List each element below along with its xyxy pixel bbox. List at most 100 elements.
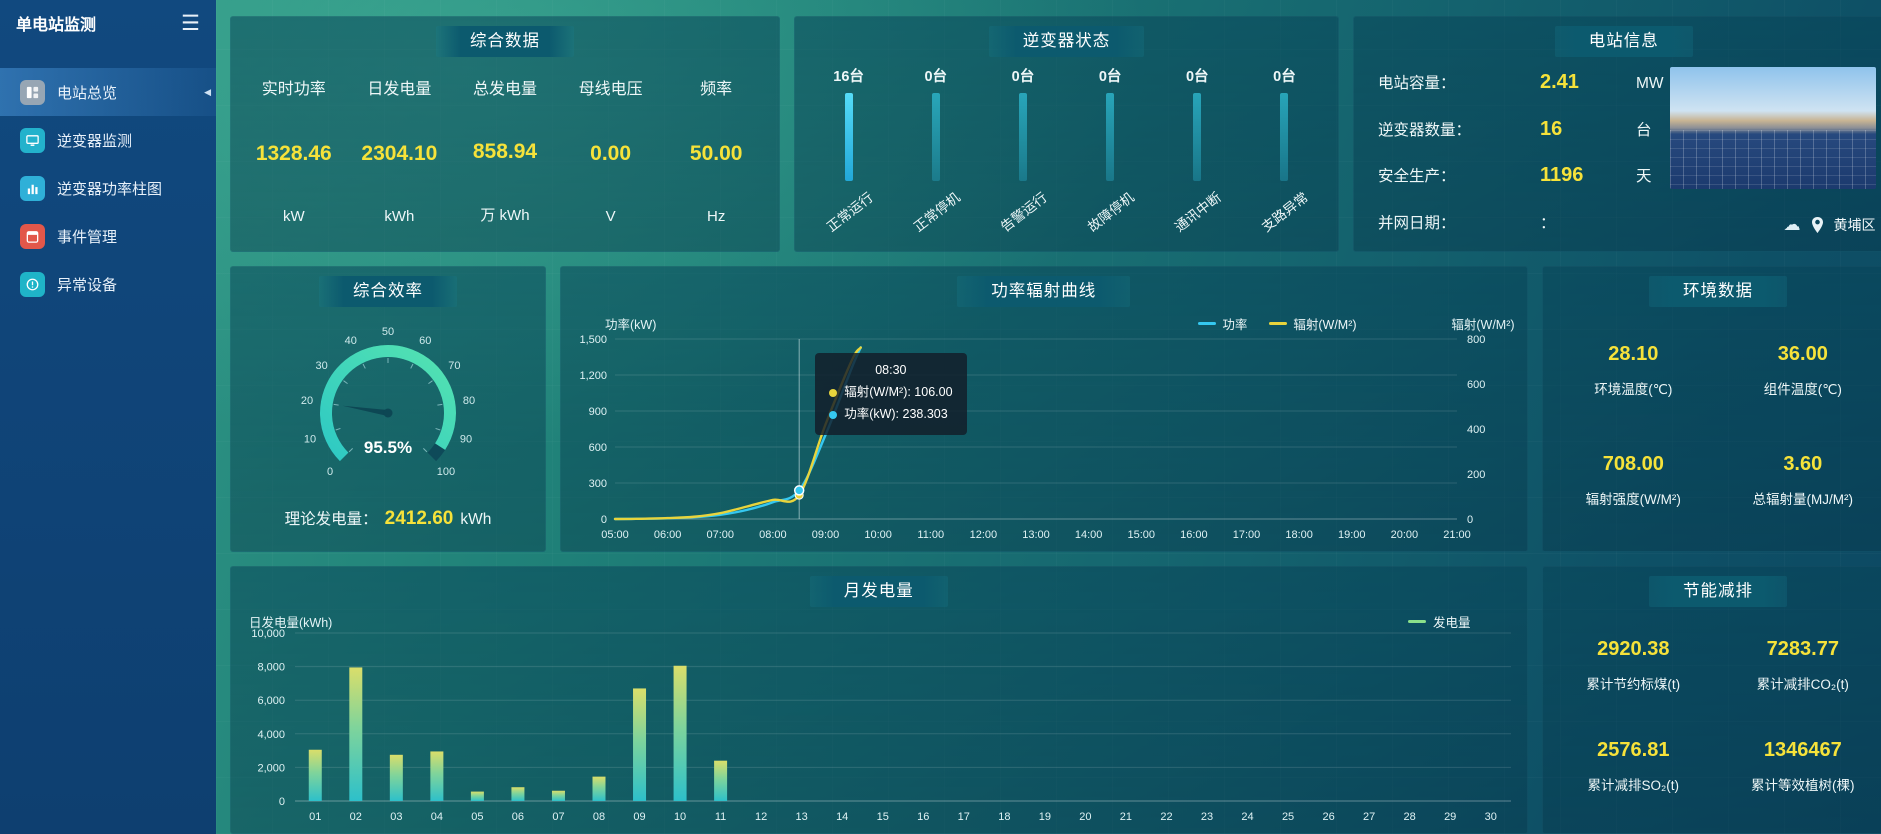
svg-text:14: 14 xyxy=(836,811,848,823)
legend-power-label: 功率 xyxy=(1222,318,1248,332)
svg-text:08:00: 08:00 xyxy=(759,529,787,541)
svg-text:40: 40 xyxy=(345,335,357,347)
panel-inverter-title: 逆变器状态 xyxy=(988,26,1145,57)
svg-text:800: 800 xyxy=(1467,334,1485,346)
station-info-row: 并网日期： ： xyxy=(1378,211,1664,233)
panel-station-header: 电站信息 xyxy=(1354,17,1881,57)
curve-legend: 功率 辐射(W/M²) xyxy=(1198,314,1357,333)
svg-text:10:00: 10:00 xyxy=(864,529,892,541)
inverter-status-item: 16台 正常运行 xyxy=(805,57,892,245)
station-label: 电站容量： xyxy=(1378,75,1456,92)
svg-text:90: 90 xyxy=(460,433,472,445)
svg-text:07:00: 07:00 xyxy=(706,529,734,541)
metric-value: 2576.81 xyxy=(1597,739,1670,761)
metric-value: 50.00 xyxy=(689,141,743,165)
summary-metric: 日发电量 2304.10 kWh xyxy=(347,61,453,245)
station-photo xyxy=(1669,67,1876,189)
svg-text:12: 12 xyxy=(755,811,767,823)
metric-unit: kWh xyxy=(384,208,415,225)
svg-text:08: 08 xyxy=(593,811,605,823)
inverter-state-label: 告警运行 xyxy=(997,189,1050,235)
svg-text:80: 80 xyxy=(463,395,475,407)
svg-text:4,000: 4,000 xyxy=(257,729,285,741)
station-label: 逆变器数量： xyxy=(1378,121,1472,139)
inverter-count: 0台 xyxy=(1098,69,1122,85)
svg-text:01: 01 xyxy=(309,811,321,823)
monthly-bar-chart[interactable]: 0 2,000 4,000 6,000 8,000 10,000 01 02 03 04 05 06 0… xyxy=(231,607,1527,827)
saving-metric: 1346467 累计等效植树(棵) xyxy=(1751,739,1855,794)
svg-text:14:00: 14:00 xyxy=(1075,529,1103,541)
sidebar-item-label: 事件管理 xyxy=(57,228,118,246)
inverter-status-item: 0台 通讯中断 xyxy=(1154,57,1241,245)
metric-value: 3.60 xyxy=(1783,452,1823,475)
power-legend-dash-icon xyxy=(1198,322,1217,325)
station-label: 安全生产： xyxy=(1378,168,1456,186)
inverter-count: 0台 xyxy=(1185,69,1209,85)
svg-text:03: 03 xyxy=(390,811,402,823)
panel-environment-header: 环境数据 xyxy=(1543,267,1881,307)
svg-text:1,500: 1,500 xyxy=(579,334,607,346)
inverter-count: 0台 xyxy=(924,69,948,85)
power-curve-chart[interactable]: 0 300 600 900 1,200 1,500 0 200 400 600 800 05:00 06… xyxy=(561,307,1527,545)
svg-text:27: 27 xyxy=(1363,811,1375,823)
metric-label: 频率 xyxy=(700,81,733,98)
bar-day-06 xyxy=(511,787,525,801)
svg-text:05:00: 05:00 xyxy=(601,529,629,541)
station-info-rows: 电站容量： 2.41 MW 逆变器数量： 16 台安全生产： 1196 天并网日期： ： xyxy=(1378,67,1664,235)
station-value: 16 xyxy=(1540,117,1563,140)
location-name: 黄埔区 xyxy=(1833,217,1876,233)
top-row: 综合数据 实时功率 1328.46 kW 日发电量 2304.10 kWh 总发电量 858.… xyxy=(230,16,1881,252)
metric-value: 708.00 xyxy=(1602,452,1664,475)
legend-generation[interactable]: 发电量 xyxy=(1408,612,1471,631)
metric-label: 累计节约标煤(t) xyxy=(1586,677,1681,692)
panel-energy-saving: 节能减排 2920.38 累计节约标煤(t) 7283.77 累计减排CO₂(t) 25… xyxy=(1541,566,1881,834)
inverter-state-label: 故障停机 xyxy=(1085,189,1137,235)
panel-saving-header: 节能减排 xyxy=(1543,567,1881,607)
legend-power[interactable]: 功率 xyxy=(1198,314,1247,333)
summary-metric: 总发电量 858.94 万 kWh xyxy=(452,61,558,245)
station-info-row: 电站容量： 2.41 MW xyxy=(1378,71,1664,94)
svg-text:70: 70 xyxy=(448,360,460,372)
svg-text:06: 06 xyxy=(512,811,524,823)
inverter-state-label: 正常停机 xyxy=(910,189,963,235)
legend-radiation[interactable]: 辐射(W/M²) xyxy=(1269,314,1357,333)
bar-day-11 xyxy=(714,760,728,801)
svg-text:600: 600 xyxy=(589,442,607,454)
inverter-bar xyxy=(1018,93,1027,181)
event-icon xyxy=(20,223,45,249)
menu-toggle-icon[interactable]: ☰ xyxy=(181,11,200,35)
sidebar-item-overview[interactable]: 电站总览 ◀ xyxy=(0,68,216,116)
sidebar-item-abnormal-devices[interactable]: 异常设备 xyxy=(0,260,216,308)
svg-text:20: 20 xyxy=(301,395,313,407)
metric-label: 日发电量 xyxy=(367,81,432,98)
svg-text:10: 10 xyxy=(304,433,316,445)
svg-text:21:00: 21:00 xyxy=(1443,529,1471,541)
station-unit: 台 xyxy=(1636,121,1652,139)
svg-text:06:00: 06:00 xyxy=(654,529,682,541)
metric-label: 累计减排SO₂(t) xyxy=(1587,778,1680,793)
svg-text:0: 0 xyxy=(1467,514,1473,526)
panel-station-info: 电站信息 电站容量： 2.41 MW 逆变器数量： 16 台安全生产： 1196 天并网日期：… xyxy=(1353,16,1881,252)
bar-day-04 xyxy=(430,751,444,801)
metric-label: 实时功率 xyxy=(261,81,326,98)
metric-value: 28.10 xyxy=(1608,342,1659,365)
sidebar-item-label: 逆变器功率柱图 xyxy=(57,180,163,198)
svg-text:16:00: 16:00 xyxy=(1180,529,1208,541)
svg-text:8,000: 8,000 xyxy=(257,662,285,674)
sidebar-item-event-management[interactable]: 事件管理 xyxy=(0,212,216,260)
svg-text:1,200: 1,200 xyxy=(579,370,607,382)
sidebar-item-inverter-monitor[interactable]: 逆变器监测 xyxy=(0,116,216,164)
svg-text:18: 18 xyxy=(998,811,1010,823)
efficiency-gauge[interactable]: 0 10 20 30 40 50 60 70 80 90 100 95.5% xyxy=(257,311,519,507)
svg-text:23: 23 xyxy=(1201,811,1213,823)
svg-text:21: 21 xyxy=(1120,811,1132,823)
metric-value: 1346467 xyxy=(1763,739,1842,761)
bar-day-02 xyxy=(349,667,363,801)
svg-text:30: 30 xyxy=(1485,811,1497,823)
inverter-status-grid: 16台 正常运行 0台 正常停机 0台 告警运行 0台 故障停机 0台 通讯中断 0台 支路异常 xyxy=(795,57,1338,245)
middle-row: 综合效率 0 10 20 30 40 50 60 70 80 90 100 95.5% 理论发电量： … xyxy=(230,266,1881,552)
bar-day-08 xyxy=(592,776,606,801)
svg-text:900: 900 xyxy=(589,406,607,418)
sidebar-item-inverter-power-bars[interactable]: 逆变器功率柱图 xyxy=(0,164,216,212)
